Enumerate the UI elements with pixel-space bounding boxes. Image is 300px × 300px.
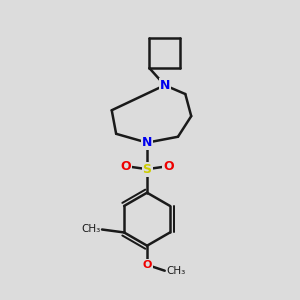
Text: O: O — [121, 160, 131, 173]
Text: S: S — [142, 163, 152, 176]
Text: CH₃: CH₃ — [81, 224, 101, 235]
Text: CH₃: CH₃ — [166, 266, 185, 276]
Text: N: N — [142, 136, 152, 149]
Text: O: O — [163, 160, 174, 173]
Text: N: N — [160, 79, 170, 92]
Text: O: O — [142, 260, 152, 270]
